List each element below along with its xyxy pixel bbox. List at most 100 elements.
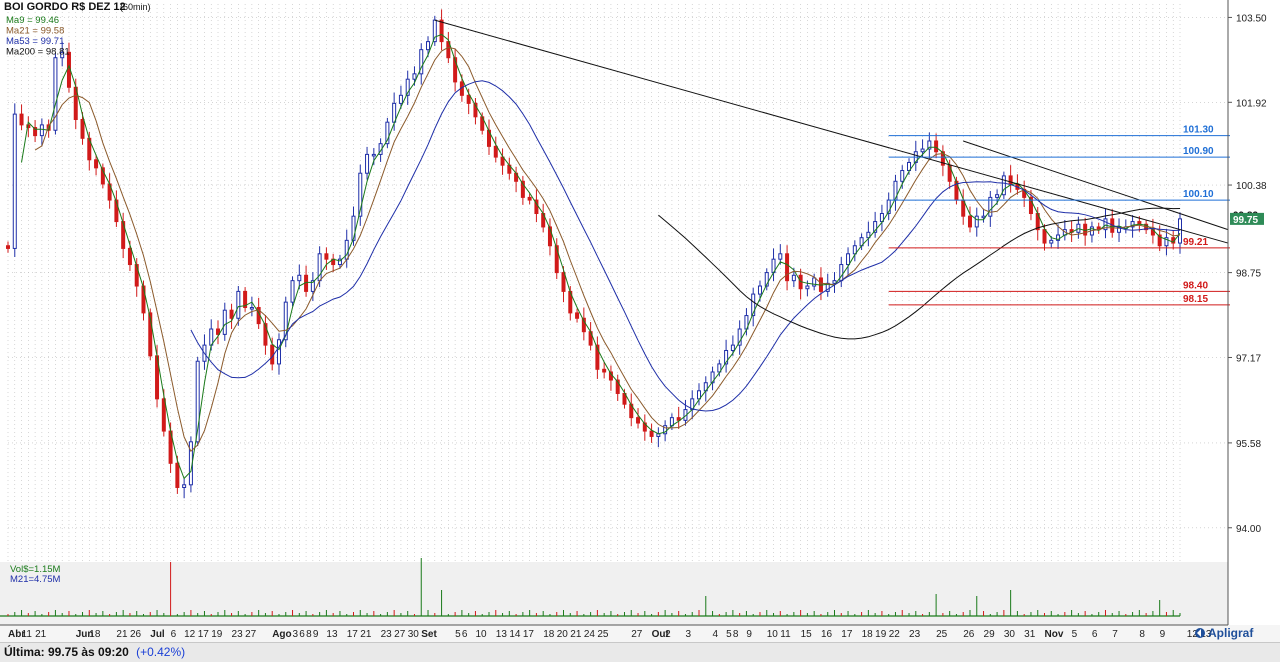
- time-tick-label: 25: [936, 629, 948, 640]
- time-tick-label: 23: [232, 629, 244, 640]
- candle-body: [310, 280, 315, 292]
- candle-body: [60, 51, 65, 59]
- candle-body: [412, 73, 417, 80]
- candle-body: [642, 422, 647, 432]
- time-tick-label: 21: [116, 629, 128, 640]
- candle-body: [547, 226, 552, 247]
- time-tick-label: 5: [455, 629, 461, 640]
- time-tick-label: 5: [726, 629, 732, 640]
- candle-body: [764, 272, 769, 287]
- time-tick-label: Nov: [1045, 629, 1064, 640]
- time-tick-label: 10: [475, 629, 487, 640]
- candle-body: [920, 148, 925, 153]
- candle-body: [676, 417, 681, 421]
- candle-body: [1056, 234, 1061, 241]
- candle-body: [1028, 196, 1033, 215]
- time-tick-label: Ago: [272, 629, 291, 640]
- candle-body: [852, 245, 857, 255]
- time-tick-label: 17: [523, 629, 535, 640]
- time-tick-label: 19: [211, 629, 223, 640]
- time-tick-label: 4: [713, 629, 719, 640]
- time-tick-label: 11: [780, 629, 791, 640]
- candle-body: [127, 247, 132, 266]
- candle-body: [812, 277, 817, 287]
- candle-body: [940, 151, 945, 166]
- time-tick-label: 18: [543, 629, 555, 640]
- moving-averages: [21, 33, 1181, 480]
- candle-body: [33, 127, 38, 137]
- time-tick-label: Set: [421, 629, 437, 640]
- candle-body: [473, 102, 478, 118]
- time-tick-label: 18: [89, 629, 101, 640]
- candle-body: [249, 307, 254, 310]
- time-tick-label: 3: [293, 629, 299, 640]
- candle-body: [791, 274, 796, 282]
- candle-body: [439, 19, 444, 43]
- candle-body: [365, 153, 370, 174]
- candle-body: [988, 196, 993, 217]
- candle-body: [615, 379, 620, 394]
- candle-body: [595, 344, 600, 370]
- candle-body: [19, 113, 24, 126]
- time-tick-label: 12: [1187, 629, 1199, 640]
- candle-body: [392, 102, 397, 123]
- candle-body: [453, 57, 458, 83]
- time-tick-label: 10: [767, 629, 779, 640]
- candle-body: [358, 172, 363, 217]
- candle-body: [175, 462, 180, 488]
- apligraf-logo-arrow-icon: [1197, 629, 1201, 637]
- last-price-label: Última: 99.75 às 09:20: [4, 645, 129, 659]
- candle-body: [80, 118, 85, 139]
- candle-body: [900, 170, 905, 182]
- time-tick-label: 27: [245, 629, 257, 640]
- status-bar: Última: 99.75 às 09:20 (+0.42%): [0, 642, 1280, 662]
- time-tick-label: 6: [462, 629, 468, 640]
- candle-body: [209, 328, 214, 346]
- candle-body: [561, 272, 566, 292]
- level-label: 99.21: [1183, 237, 1208, 248]
- price-tick-label: 103.50: [1236, 13, 1267, 24]
- time-tick-label: 22: [889, 629, 901, 640]
- candle-body: [534, 199, 539, 215]
- candle-body: [121, 221, 126, 249]
- candle-body: [581, 317, 586, 333]
- candle-body: [493, 145, 498, 158]
- candle-body: [846, 253, 851, 266]
- candle-body: [1178, 218, 1182, 244]
- time-tick-label: 30: [1004, 629, 1016, 640]
- time-tick-label: 21: [360, 629, 372, 640]
- time-tick-label: 24: [584, 629, 596, 640]
- candle-body: [1164, 237, 1169, 247]
- time-tick-label: 31: [1024, 629, 1036, 640]
- candle-body: [297, 274, 302, 282]
- time-tick-label: 6: [171, 629, 177, 640]
- price-tick-label: 94.00: [1236, 524, 1261, 535]
- time-tick-label: 21: [35, 629, 47, 640]
- time-tick-label: 27: [394, 629, 406, 640]
- price-marker-label: 99.75: [1233, 215, 1258, 226]
- time-tick-label: 9: [746, 629, 752, 640]
- candle-body: [385, 121, 390, 145]
- candle-body: [724, 349, 729, 365]
- candle-body: [737, 328, 742, 346]
- time-tick-label: 17: [198, 629, 210, 640]
- time-tick-label: 26: [963, 629, 975, 640]
- candle-body: [527, 196, 532, 201]
- time-tick-label: 19: [875, 629, 887, 640]
- trendline-short: [963, 140, 1229, 231]
- level-label: 100.10: [1183, 189, 1214, 200]
- candle-body: [554, 245, 559, 274]
- candle-body: [426, 41, 431, 51]
- candle-body: [53, 57, 58, 131]
- candle-body: [222, 309, 227, 335]
- price-marker-box: [1230, 212, 1264, 225]
- time-tick-label: Out: [652, 629, 670, 640]
- level-label: 98.15: [1183, 294, 1208, 305]
- time-tick-label: 17: [841, 629, 853, 640]
- candle-body: [236, 290, 241, 319]
- time-tick-label: 2: [665, 629, 671, 640]
- time-tick-label: 25: [597, 629, 609, 640]
- time-tick-label: 30: [408, 629, 420, 640]
- candle-body: [371, 153, 376, 157]
- price-chart[interactable]: 101.30 100.90 100.10 99.21 98.40 98.15 103.50…: [0, 0, 1280, 642]
